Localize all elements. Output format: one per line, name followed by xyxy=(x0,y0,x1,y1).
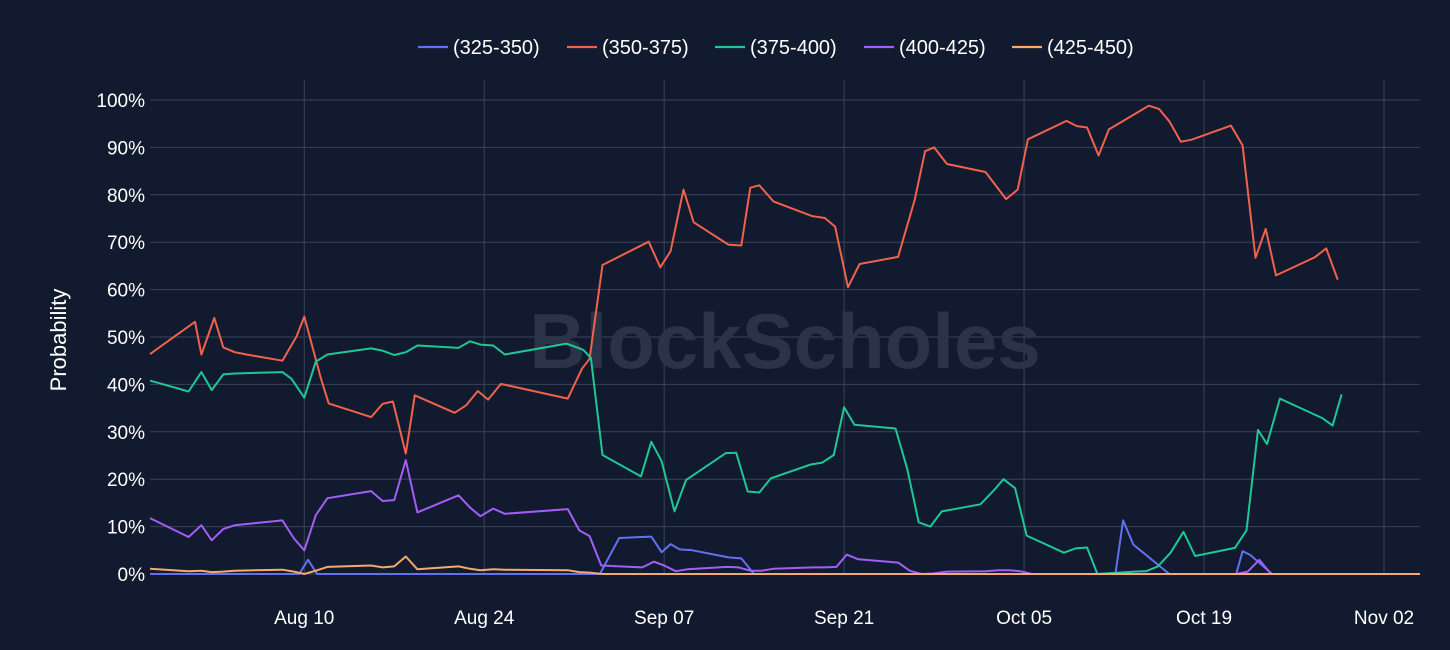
y-tick-label: 40% xyxy=(107,375,145,396)
x-tick-label: Oct 19 xyxy=(1176,608,1232,629)
legend-label: (400-425) xyxy=(899,37,986,59)
y-tick-label: 10% xyxy=(107,518,145,539)
x-axis-tick-labels: Aug 10 Aug 24 Sep 07 Sep 21 Oct 05 Oct 19 Nov … xyxy=(274,608,1414,629)
y-tick-label: 50% xyxy=(107,328,145,349)
legend-item-325-350[interactable]: (325-350) xyxy=(418,37,540,59)
legend[interactable]: (325-350) (350-375) (375-400) (400-425) (425… xyxy=(418,37,1134,59)
y-tick-label: 90% xyxy=(107,138,145,159)
legend-label: (350-375) xyxy=(602,37,689,59)
y-tick-label: 100% xyxy=(96,91,145,112)
x-tick-label: Sep 07 xyxy=(634,608,694,629)
y-axis-tick-labels: 0% 10% 20% 30% 40% 50% 60% 70% 80% 90% 100% xyxy=(96,91,145,586)
legend-item-375-400[interactable]: (375-400) xyxy=(715,37,837,59)
series-line-425-450 xyxy=(149,555,1420,575)
legend-label: (425-450) xyxy=(1047,37,1134,59)
x-tick-label: Oct 05 xyxy=(996,608,1052,629)
x-tick-label: Nov 02 xyxy=(1354,608,1414,629)
y-tick-label: 30% xyxy=(107,423,145,444)
x-tick-label: Aug 10 xyxy=(274,608,334,629)
legend-item-350-375[interactable]: (350-375) xyxy=(567,37,689,59)
legend-label: (375-400) xyxy=(750,37,837,59)
series-lines xyxy=(149,104,1420,575)
y-tick-label: 0% xyxy=(118,565,146,586)
legend-label: (325-350) xyxy=(453,37,540,59)
grid-lines xyxy=(150,80,1420,575)
series-line-375-400 xyxy=(149,340,1343,575)
y-tick-label: 20% xyxy=(107,470,145,491)
y-tick-label: 80% xyxy=(107,186,145,207)
series-line-350-375 xyxy=(149,104,1339,455)
watermark: BlockScholes xyxy=(529,297,1041,385)
y-tick-label: 70% xyxy=(107,233,145,254)
y-tick-label: 60% xyxy=(107,281,145,302)
series-line-400-425 xyxy=(149,459,1420,575)
y-axis-title: Probability xyxy=(46,289,71,392)
legend-item-400-425[interactable]: (400-425) xyxy=(864,37,986,59)
x-tick-label: Aug 24 xyxy=(454,608,515,629)
x-tick-label: Sep 21 xyxy=(814,608,874,629)
legend-item-425-450[interactable]: (425-450) xyxy=(1012,37,1134,59)
